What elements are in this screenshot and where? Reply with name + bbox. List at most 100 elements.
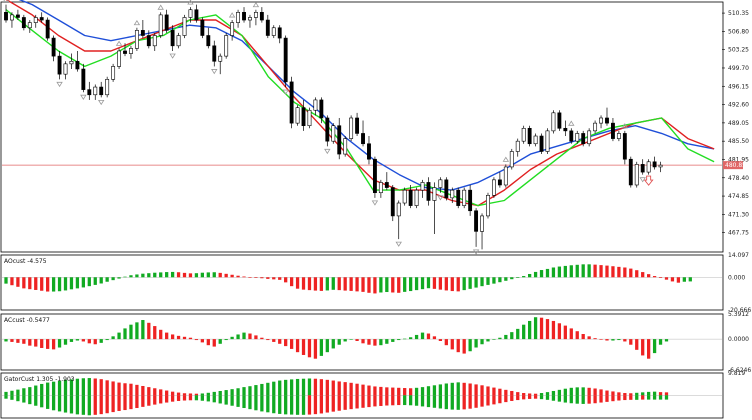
candle[interactable]: [503, 164, 508, 188]
candle[interactable]: [438, 177, 443, 193]
candle[interactable]: [265, 14, 270, 39]
candle[interactable]: [319, 97, 324, 124]
candle[interactable]: [497, 172, 502, 188]
candle[interactable]: [194, 4, 199, 23]
candle[interactable]: [658, 161, 663, 173]
candle[interactable]: [444, 177, 449, 201]
candle[interactable]: [15, 9, 20, 21]
candle[interactable]: [170, 25, 175, 51]
candle[interactable]: [4, 4, 8, 23]
candle[interactable]: [33, 14, 38, 28]
candle[interactable]: [414, 187, 419, 209]
candle[interactable]: [515, 138, 520, 157]
candle[interactable]: [27, 20, 32, 33]
candle[interactable]: [236, 9, 241, 28]
candle[interactable]: [259, 7, 264, 23]
candle[interactable]: [10, 12, 14, 28]
candle[interactable]: [557, 110, 562, 131]
candle[interactable]: [253, 9, 258, 26]
candle[interactable]: [563, 120, 568, 137]
candle[interactable]: [307, 107, 312, 129]
candle[interactable]: [188, 7, 193, 23]
candle[interactable]: [616, 130, 621, 142]
candle[interactable]: [57, 50, 62, 80]
ao-indicator-panel[interactable]: AOcust -4.575: [2, 258, 722, 294]
candle[interactable]: [51, 35, 56, 62]
candle[interactable]: [313, 97, 318, 116]
candle[interactable]: [521, 125, 526, 144]
candle[interactable]: [474, 208, 479, 247]
candle[interactable]: [361, 120, 365, 147]
candle[interactable]: [462, 187, 467, 209]
candle[interactable]: [224, 32, 229, 59]
candle[interactable]: [230, 20, 235, 41]
candle[interactable]: [605, 107, 609, 126]
candle[interactable]: [164, 9, 169, 33]
candle[interactable]: [599, 115, 603, 129]
candle[interactable]: [301, 99, 306, 131]
candle[interactable]: [509, 148, 514, 170]
candle[interactable]: [134, 27, 139, 51]
candle[interactable]: [295, 105, 300, 126]
candle[interactable]: [343, 136, 348, 157]
candle[interactable]: [105, 76, 110, 98]
candle[interactable]: [587, 128, 592, 147]
candle[interactable]: [575, 130, 580, 144]
candle[interactable]: [45, 17, 50, 41]
candle[interactable]: [129, 45, 133, 59]
candle[interactable]: [468, 184, 473, 216]
candle[interactable]: [539, 133, 544, 155]
candle[interactable]: [390, 184, 395, 222]
candle[interactable]: [384, 172, 389, 191]
candle[interactable]: [140, 20, 145, 39]
candle[interactable]: [349, 115, 354, 142]
candle[interactable]: [611, 117, 615, 142]
candle[interactable]: [152, 32, 157, 51]
candle[interactable]: [527, 125, 532, 147]
candle[interactable]: [289, 76, 294, 129]
candle[interactable]: [81, 63, 86, 93]
candle[interactable]: [99, 81, 104, 98]
candle[interactable]: [432, 182, 437, 234]
candle[interactable]: [581, 130, 586, 147]
candle[interactable]: [420, 179, 425, 198]
candle[interactable]: [646, 159, 651, 175]
candle[interactable]: [200, 17, 205, 39]
candle[interactable]: [593, 120, 598, 134]
candle[interactable]: [248, 14, 252, 28]
candle[interactable]: [634, 161, 639, 188]
candle[interactable]: [218, 53, 223, 75]
candle[interactable]: [486, 192, 490, 219]
candle[interactable]: [271, 25, 276, 39]
candle[interactable]: [402, 187, 407, 206]
candle[interactable]: [545, 128, 550, 155]
gator-indicator-panel[interactable]: GatorCust 1.305 -1.903: [2, 376, 722, 416]
candle[interactable]: [408, 184, 413, 209]
candle[interactable]: [378, 179, 383, 198]
candle[interactable]: [551, 110, 556, 134]
candle[interactable]: [277, 25, 282, 44]
candle[interactable]: [325, 115, 330, 147]
candle[interactable]: [640, 159, 645, 175]
candle[interactable]: [367, 136, 371, 165]
candle[interactable]: [337, 117, 342, 160]
candle[interactable]: [212, 40, 217, 67]
candle[interactable]: [206, 27, 211, 49]
candle[interactable]: [622, 130, 627, 165]
candle[interactable]: [158, 12, 163, 39]
candle[interactable]: [569, 128, 574, 144]
candle[interactable]: [39, 12, 44, 23]
price-panel[interactable]: [2, 0, 722, 255]
candle[interactable]: [652, 156, 657, 170]
candle[interactable]: [331, 123, 336, 144]
candle[interactable]: [93, 84, 98, 100]
candle[interactable]: [283, 35, 288, 88]
candle[interactable]: [146, 30, 151, 49]
candle[interactable]: [176, 32, 181, 49]
candle[interactable]: [69, 53, 74, 70]
candle[interactable]: [426, 177, 431, 206]
candle[interactable]: [75, 50, 80, 72]
candle[interactable]: [242, 7, 246, 23]
candle[interactable]: [533, 133, 538, 147]
candle[interactable]: [456, 187, 461, 209]
